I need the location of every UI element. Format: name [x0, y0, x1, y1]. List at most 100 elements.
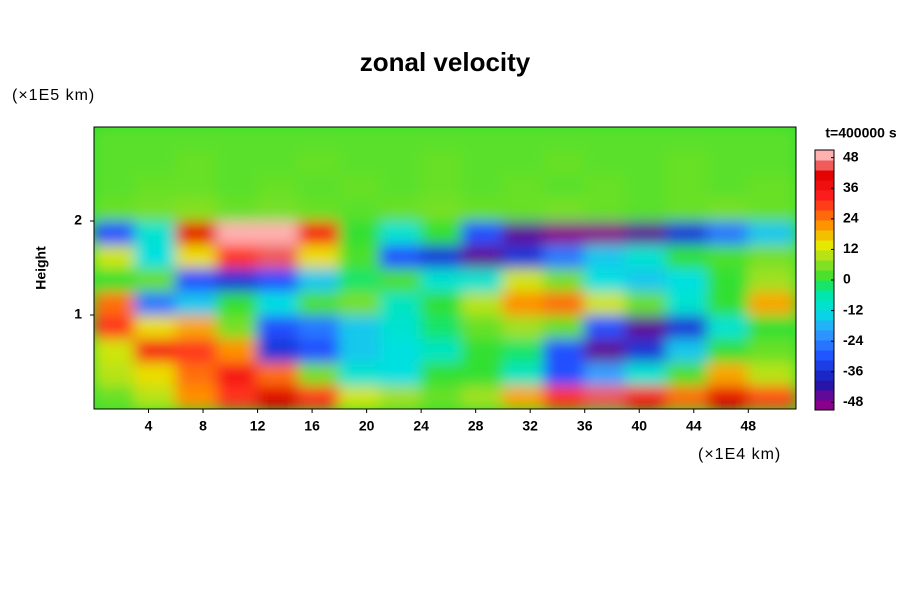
heat-cell [175, 197, 218, 222]
heat-cell [747, 220, 796, 245]
heat-cell [747, 150, 796, 175]
heat-cell [543, 291, 586, 316]
heat-cell [94, 385, 136, 409]
heat-cell [175, 173, 218, 198]
heat-cell [134, 127, 177, 151]
heat-cell [379, 291, 422, 316]
heat-cell [747, 385, 796, 409]
heat-cell [379, 314, 422, 339]
y-tick-label: 1 [74, 306, 82, 322]
heat-cell [379, 361, 422, 386]
heat-cell [584, 361, 627, 386]
heat-cell [706, 127, 749, 151]
heat-cell [338, 361, 381, 386]
heat-cell [584, 220, 627, 245]
heat-cell [379, 338, 422, 363]
colorbar-tick-label: -24 [843, 332, 863, 348]
heat-cell [338, 197, 381, 222]
heat-cell [379, 220, 422, 245]
heat-cell [134, 267, 177, 292]
heat-cell [297, 244, 340, 269]
colorbar-band [815, 260, 834, 271]
heat-cell [706, 267, 749, 292]
heat-cell [297, 173, 340, 198]
heat-cell [584, 173, 627, 198]
heat-cell [338, 291, 381, 316]
colorbar-band [815, 340, 834, 351]
heat-cell [420, 127, 463, 151]
heat-cell [584, 244, 627, 269]
colorbar-band [815, 290, 834, 301]
heat-cell [338, 220, 381, 245]
heat-cell [666, 385, 708, 409]
heat-cell [706, 197, 749, 222]
heat-cell [543, 361, 586, 386]
heat-cell [747, 127, 796, 151]
heat-cell [461, 385, 504, 409]
colorbar-title: t=400000 s [825, 125, 896, 141]
heat-cell [175, 244, 218, 269]
x-tick-label: 24 [413, 418, 429, 434]
heat-cell [747, 197, 796, 222]
heat-cell [543, 244, 586, 269]
heat-cell [379, 385, 422, 409]
heat-cell [175, 150, 218, 175]
heat-cell [379, 197, 422, 222]
colorbar-tick-label: -36 [843, 362, 863, 378]
heat-cell [584, 150, 627, 175]
heat-cell [625, 338, 668, 363]
x-tick-label: 48 [741, 418, 757, 434]
heat-cell [747, 361, 796, 386]
heat-cell [257, 267, 299, 292]
heat-cell [338, 173, 381, 198]
heat-cell [379, 150, 422, 175]
heat-cell [216, 338, 259, 363]
heat-cell [94, 150, 136, 175]
heat-cell [461, 127, 504, 151]
heat-cell [420, 361, 463, 386]
heat-cell [625, 385, 668, 409]
colorbar-band [815, 230, 834, 241]
colorbar-band [815, 280, 834, 291]
colorbar-tick-label: 36 [843, 179, 859, 195]
heat-cell [216, 244, 259, 269]
heat-cell [175, 267, 218, 292]
heat-cell [297, 385, 340, 409]
heat-cell [543, 385, 586, 409]
heat-cell [666, 314, 708, 339]
heat-cell [216, 314, 259, 339]
heat-cell [502, 197, 545, 222]
heat-cell [706, 361, 749, 386]
heat-cell [584, 291, 627, 316]
colorbar-band [815, 320, 834, 331]
plot-area [94, 127, 796, 409]
colorbar-band [815, 210, 834, 221]
heat-cell [502, 150, 545, 175]
heat-cell [257, 361, 299, 386]
heat-cell [543, 314, 586, 339]
heat-cell [134, 197, 177, 222]
heat-cell [134, 173, 177, 198]
heat-cell [543, 127, 586, 151]
heat-cell [257, 150, 299, 175]
heat-cell [134, 244, 177, 269]
heat-cell [257, 338, 299, 363]
heat-cell [706, 244, 749, 269]
heat-cell [706, 314, 749, 339]
colorbar-band [815, 170, 834, 181]
heat-cell [502, 291, 545, 316]
heat-cell [706, 173, 749, 198]
heat-cell [297, 197, 340, 222]
heat-cell [502, 267, 545, 292]
heat-cell [461, 361, 504, 386]
heat-cell [420, 267, 463, 292]
heat-cell [216, 267, 259, 292]
colorbar-band [815, 150, 834, 161]
heat-cell [379, 173, 422, 198]
heat-cell [216, 385, 259, 409]
heat-cell [461, 244, 504, 269]
colorbar-tick-label: 24 [843, 210, 859, 226]
heat-cell [502, 361, 545, 386]
heat-cell [216, 173, 259, 198]
